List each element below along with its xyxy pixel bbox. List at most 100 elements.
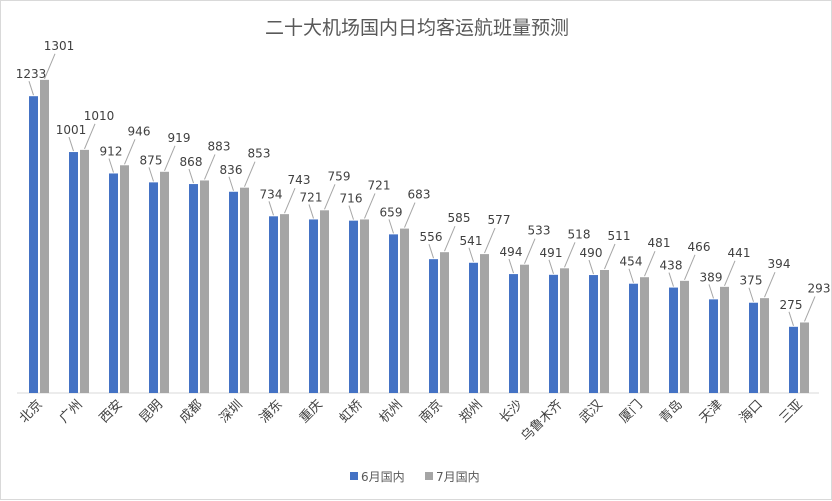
leader-line-6月-虹桥 (348, 205, 354, 220)
value-label-7月-青岛: 466 (688, 240, 711, 254)
category-label-南京: 南京 (416, 397, 446, 427)
bar-6月-深圳 (229, 191, 238, 393)
bar-6月-重庆 (309, 219, 318, 393)
value-label-6月-重庆: 721 (300, 190, 323, 204)
chart-title: 二十大机场国内日均客运航班量预测 (265, 17, 569, 39)
leader-line-7月-虹桥 (364, 193, 376, 219)
bar-7月-长沙 (520, 264, 529, 393)
leader-line-6月-北京 (28, 81, 34, 96)
category-label-长沙: 长沙 (497, 397, 526, 426)
value-label-7月-乌鲁木齐: 518 (568, 227, 591, 241)
leader-line-6月-浦东 (268, 201, 274, 216)
value-label-7月-杭州: 683 (408, 188, 431, 202)
value-label-7月-南京: 585 (448, 211, 471, 225)
leader-line-7月-重庆 (324, 184, 336, 210)
bar-7月-乌鲁木齐 (560, 268, 569, 393)
category-label-成都: 成都 (177, 397, 206, 426)
category-label-重庆: 重庆 (296, 397, 326, 427)
leader-line-7月-广州 (84, 123, 96, 150)
leader-line-7月-武汉 (604, 243, 616, 270)
leader-line-6月-厦门 (628, 268, 634, 283)
leader-line-7月-成都 (204, 154, 216, 180)
bar-6月-郑州 (469, 262, 478, 393)
value-label-6月-武汉: 490 (580, 246, 603, 260)
value-label-6月-海口: 375 (740, 274, 763, 288)
value-label-6月-天津: 389 (700, 270, 723, 284)
value-label-7月-长沙: 533 (528, 224, 551, 238)
bar-7月-虹桥 (360, 219, 369, 393)
legend: 6月国内 7月国内 (350, 470, 480, 484)
value-label-7月-海口: 394 (768, 257, 791, 271)
bar-7月-深圳 (240, 187, 249, 393)
category-label-西安: 西安 (97, 397, 126, 426)
leader-line-6月-杭州 (388, 219, 394, 234)
value-label-7月-成都: 883 (208, 139, 231, 153)
category-label-深圳: 深圳 (217, 397, 246, 426)
bar-6月-杭州 (389, 234, 398, 393)
bar-7月-武汉 (600, 269, 609, 393)
value-label-6月-浦东: 734 (260, 187, 283, 201)
value-label-6月-虹桥: 716 (340, 192, 363, 206)
value-label-6月-南京: 556 (420, 230, 443, 244)
value-label-6月-北京: 1233 (16, 67, 47, 81)
bar-6月-青岛 (669, 287, 678, 393)
leader-line-6月-武汉 (588, 259, 594, 275)
value-label-6月-三亚: 275 (780, 298, 803, 312)
value-label-6月-昆明: 875 (140, 153, 163, 167)
value-label-7月-重庆: 759 (328, 169, 351, 183)
bar-7月-成都 (200, 180, 209, 393)
bar-6月-厦门 (629, 283, 638, 393)
legend-swatch-6月 (350, 472, 358, 480)
leader-line-7月-浦东 (284, 187, 296, 214)
category-label-北京: 北京 (17, 397, 46, 426)
leader-line-6月-海口 (748, 287, 754, 302)
bar-6月-浦东 (269, 216, 278, 393)
leader-line-7月-南京 (444, 225, 456, 252)
bar-6月-乌鲁木齐 (549, 274, 558, 393)
category-label-浦东: 浦东 (257, 397, 286, 426)
leader-line-6月-成都 (188, 168, 194, 184)
category-label-广州: 广州 (57, 397, 86, 426)
leader-line-6月-郑州 (468, 247, 474, 262)
bar-7月-广州 (80, 149, 89, 393)
bar-7月-重庆 (320, 210, 329, 393)
value-label-6月-郑州: 541 (460, 234, 483, 248)
value-label-7月-天津: 441 (728, 246, 751, 260)
value-label-6月-乌鲁木齐: 491 (540, 246, 563, 260)
category-label-天津: 天津 (697, 397, 726, 426)
leader-line-6月-西安 (108, 158, 114, 173)
legend-label-6月: 6月国内 (361, 470, 405, 484)
leader-line-7月-长沙 (524, 238, 536, 264)
leader-line-7月-三亚 (804, 296, 816, 322)
bar-6月-广州 (69, 152, 78, 393)
value-label-7月-虹桥: 721 (368, 178, 391, 192)
bar-6月-虹桥 (349, 220, 358, 393)
leader-line-7月-昆明 (164, 145, 176, 171)
bar-6月-昆明 (149, 182, 158, 393)
leader-line-7月-乌鲁木齐 (564, 242, 576, 268)
leader-line-7月-郑州 (484, 227, 496, 254)
bar-7月-昆明 (160, 171, 169, 393)
leader-line-7月-西安 (124, 139, 136, 165)
leader-line-6月-南京 (428, 244, 434, 259)
value-label-7月-西安: 946 (128, 124, 151, 138)
value-label-7月-广州: 1010 (84, 109, 115, 123)
bar-7月-天津 (720, 286, 729, 393)
value-label-6月-长沙: 494 (500, 245, 523, 259)
category-label-郑州: 郑州 (457, 397, 486, 426)
value-label-7月-郑州: 577 (488, 213, 511, 227)
bar-7月-三亚 (800, 322, 809, 393)
leader-line-6月-天津 (708, 284, 714, 299)
bar-6月-北京 (29, 96, 38, 394)
value-label-6月-深圳: 836 (220, 163, 243, 177)
leader-line-7月-深圳 (244, 161, 256, 187)
leader-line-6月-长沙 (508, 258, 514, 274)
leader-line-7月-天津 (724, 260, 736, 287)
bar-7月-海口 (760, 298, 769, 393)
value-label-6月-成都: 868 (180, 155, 203, 169)
category-label-武汉: 武汉 (577, 397, 606, 426)
leader-line-6月-广州 (68, 136, 74, 152)
bar-7月-厦门 (640, 277, 649, 393)
